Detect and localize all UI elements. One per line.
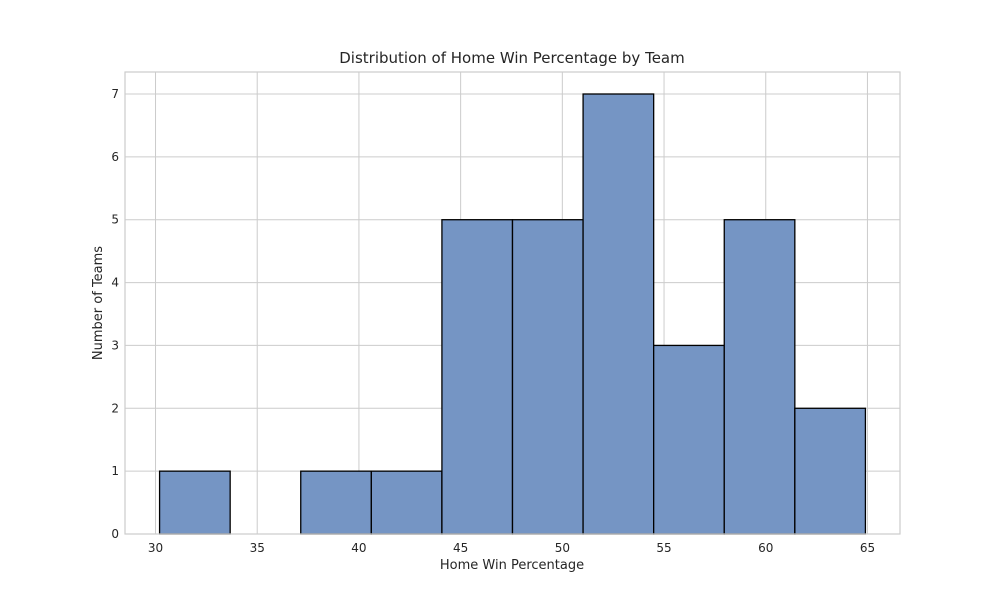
- histogram-bar: [794, 407, 867, 535]
- plot-frame: [124, 71, 901, 535]
- y-tick-label: 1: [111, 464, 119, 478]
- y-tick-label: 7: [111, 87, 119, 101]
- histogram-bars: [158, 93, 867, 535]
- histogram-bar: [370, 470, 443, 535]
- x-tick-label: 55: [656, 541, 671, 555]
- y-axis-label: Number of Teams: [91, 246, 106, 360]
- x-tick-labels: 30 35 40 45 50 55 60 65: [148, 541, 875, 555]
- histogram-bar: [582, 93, 655, 535]
- y-tick-label: 0: [111, 527, 119, 541]
- x-tick-label: 65: [860, 541, 875, 555]
- histogram-bar: [653, 344, 725, 535]
- y-tick-labels: 0 1 2 3 4 5 6 7: [111, 87, 119, 541]
- chart-title: Distribution of Home Win Percentage by T…: [339, 49, 684, 67]
- y-tick-label: 3: [111, 338, 119, 352]
- y-tick-label: 2: [111, 401, 119, 415]
- histogram-bar: [441, 219, 514, 535]
- x-tick-label: 30: [148, 541, 163, 555]
- y-tick-label: 6: [111, 150, 119, 164]
- x-tick-label: 35: [250, 541, 265, 555]
- x-tick-label: 60: [758, 541, 773, 555]
- histogram-bar: [158, 470, 231, 535]
- histogram-bar: [300, 470, 372, 535]
- x-tick-label: 50: [555, 541, 570, 555]
- y-tick-label: 5: [111, 213, 119, 227]
- x-tick-label: 45: [453, 541, 468, 555]
- histogram-bar: [511, 219, 584, 535]
- x-tick-label: 40: [351, 541, 366, 555]
- histogram-bar: [723, 219, 796, 535]
- y-tick-label: 4: [111, 276, 119, 290]
- x-axis-label: Home Win Percentage: [440, 558, 584, 573]
